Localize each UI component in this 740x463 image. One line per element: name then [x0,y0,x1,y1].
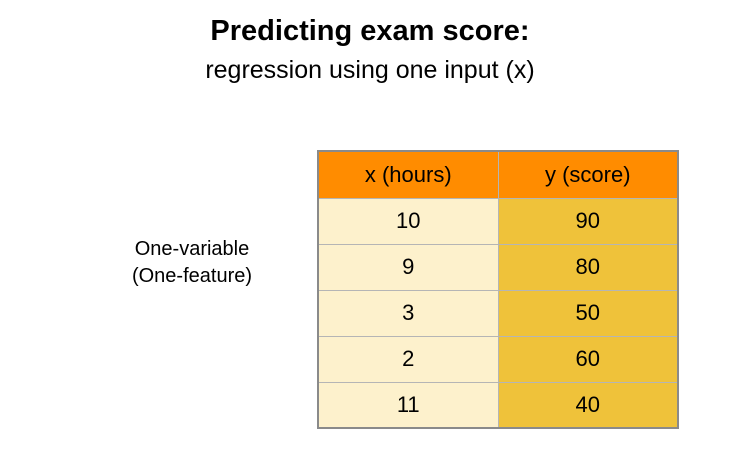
slide-title: Predicting exam score: [210,15,530,47]
header-y-score: y (score) [497,150,679,199]
cell-x: 2 [317,335,499,383]
cell-x: 3 [317,289,499,337]
table-row: 9 80 [317,243,679,291]
slide-subtitle: regression using one input (x) [205,56,535,84]
table-row: 11 40 [317,381,679,429]
data-table: x (hours) y (score) 10 90 9 80 3 50 2 60… [317,150,679,429]
table-row: 3 50 [317,289,679,337]
cell-y: 80 [497,243,679,291]
cell-x: 9 [317,243,499,291]
header-x-hours: x (hours) [317,150,499,199]
cell-x: 11 [317,381,499,429]
side-label-line-1: One-variable [134,238,250,260]
table-row: 2 60 [317,335,679,383]
side-label: One-variable (One-feature) [112,236,272,290]
cell-y: 50 [497,289,679,337]
cell-y: 60 [497,335,679,383]
side-label-line-2: (One-feature) [131,265,253,287]
table-row: 10 90 [317,197,679,245]
cell-y: 40 [497,381,679,429]
cell-x: 10 [317,197,499,245]
table-header-row: x (hours) y (score) [317,150,679,199]
cell-y: 90 [497,197,679,245]
